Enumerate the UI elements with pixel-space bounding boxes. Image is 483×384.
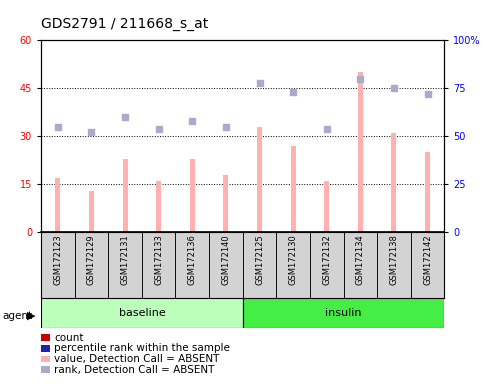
Text: rank, Detection Call = ABSENT: rank, Detection Call = ABSENT <box>54 365 214 375</box>
Text: GSM172136: GSM172136 <box>188 234 197 285</box>
Text: percentile rank within the sample: percentile rank within the sample <box>54 343 230 353</box>
Bar <box>310 232 343 298</box>
Text: baseline: baseline <box>118 308 165 318</box>
Point <box>289 89 297 95</box>
Bar <box>56 178 60 232</box>
Bar <box>175 232 209 298</box>
Bar <box>425 152 430 232</box>
Text: GSM172132: GSM172132 <box>322 234 331 285</box>
Point <box>323 126 330 132</box>
Text: GSM172125: GSM172125 <box>255 234 264 285</box>
Bar <box>41 298 242 328</box>
Bar <box>123 159 128 232</box>
Bar <box>242 298 444 328</box>
Point <box>155 126 163 132</box>
Bar <box>411 232 444 298</box>
Bar <box>108 232 142 298</box>
Bar <box>142 232 175 298</box>
Bar <box>190 159 195 232</box>
Bar <box>358 72 363 232</box>
Text: GSM172130: GSM172130 <box>289 234 298 285</box>
Text: GSM172129: GSM172129 <box>87 234 96 285</box>
Text: value, Detection Call = ABSENT: value, Detection Call = ABSENT <box>54 354 219 364</box>
Text: count: count <box>54 333 84 343</box>
Point <box>356 76 364 82</box>
Point <box>54 124 62 130</box>
Text: GSM172123: GSM172123 <box>53 234 62 285</box>
Text: ▶: ▶ <box>27 311 35 321</box>
Bar <box>391 133 397 232</box>
Point <box>424 91 431 97</box>
Text: GSM172138: GSM172138 <box>389 234 398 285</box>
Point <box>121 114 129 120</box>
Text: GSM172140: GSM172140 <box>221 234 230 285</box>
Text: GDS2791 / 211668_s_at: GDS2791 / 211668_s_at <box>41 17 208 31</box>
Bar <box>377 232 411 298</box>
Bar <box>223 175 228 232</box>
Text: GSM172134: GSM172134 <box>356 234 365 285</box>
Bar <box>89 191 94 232</box>
Bar <box>257 127 262 232</box>
Bar <box>276 232 310 298</box>
Text: GSM172133: GSM172133 <box>154 234 163 285</box>
Point <box>256 79 263 86</box>
Text: insulin: insulin <box>325 308 362 318</box>
Point <box>390 85 398 91</box>
Point <box>188 118 196 124</box>
Bar <box>209 232 242 298</box>
Text: agent: agent <box>2 311 32 321</box>
Bar <box>343 232 377 298</box>
Bar <box>156 181 161 232</box>
Text: GSM172142: GSM172142 <box>423 234 432 285</box>
Bar <box>75 232 108 298</box>
Point <box>87 129 95 136</box>
Point <box>222 124 230 130</box>
Bar <box>242 232 276 298</box>
Text: GSM172131: GSM172131 <box>121 234 129 285</box>
Bar <box>291 146 296 232</box>
Bar <box>41 232 75 298</box>
Bar <box>324 181 329 232</box>
